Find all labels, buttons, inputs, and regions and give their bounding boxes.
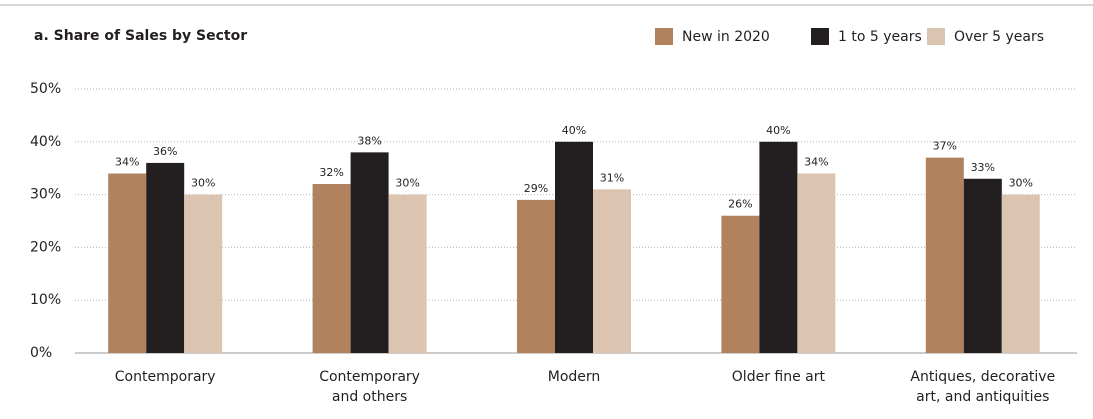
data-label: 36% — [153, 145, 177, 158]
y-tick-label: 20% — [30, 239, 61, 255]
bar — [517, 199, 555, 353]
y-tick-label: 30% — [30, 187, 61, 203]
data-label: 30% — [1009, 177, 1033, 190]
bar — [1001, 194, 1040, 353]
data-label: 31% — [600, 171, 624, 184]
y-tick-label: 40% — [30, 134, 61, 150]
bar — [797, 173, 836, 353]
data-label: 33% — [971, 161, 995, 174]
x-tick-label: Contemporary — [114, 369, 216, 385]
bar — [108, 173, 147, 353]
bar — [350, 152, 389, 353]
data-label: 30% — [395, 177, 419, 190]
chart-title: a. Share of Sales by Sector — [34, 28, 247, 44]
data-label: 40% — [562, 124, 586, 137]
data-label: 30% — [191, 177, 215, 190]
legend-label: Over 5 years — [954, 29, 1044, 45]
y-tick-label: 50% — [30, 81, 61, 97]
data-label: 37% — [933, 140, 957, 153]
legend-swatch — [655, 28, 673, 45]
data-label: 26% — [728, 198, 752, 211]
x-tick-label: Contemporary and others — [319, 369, 420, 405]
bar — [593, 189, 631, 353]
bar — [146, 162, 185, 353]
bar — [963, 178, 1002, 353]
data-label: 34% — [804, 155, 828, 168]
data-label: 34% — [115, 155, 139, 168]
bar — [721, 215, 760, 353]
bar — [925, 157, 964, 353]
bar — [312, 184, 351, 353]
data-label: 40% — [766, 124, 790, 137]
data-label: 32% — [319, 166, 343, 179]
legend-label: New in 2020 — [682, 29, 770, 45]
legend-label: 1 to 5 years — [838, 29, 922, 45]
data-label: 29% — [524, 182, 548, 195]
legend-swatch — [811, 28, 829, 45]
bar — [555, 141, 593, 353]
bar — [388, 194, 427, 353]
data-label: 38% — [357, 134, 381, 147]
legend-swatch — [927, 28, 945, 45]
y-tick-label: 10% — [30, 292, 61, 308]
bar — [184, 194, 223, 353]
bar — [759, 141, 798, 353]
x-tick-label: Modern — [547, 369, 601, 385]
x-tick-label: Older fine art — [731, 369, 825, 385]
y-tick-label: 0% — [30, 345, 52, 361]
x-tick-label: Antiques, decorative art, and antiquitie… — [910, 369, 1056, 405]
